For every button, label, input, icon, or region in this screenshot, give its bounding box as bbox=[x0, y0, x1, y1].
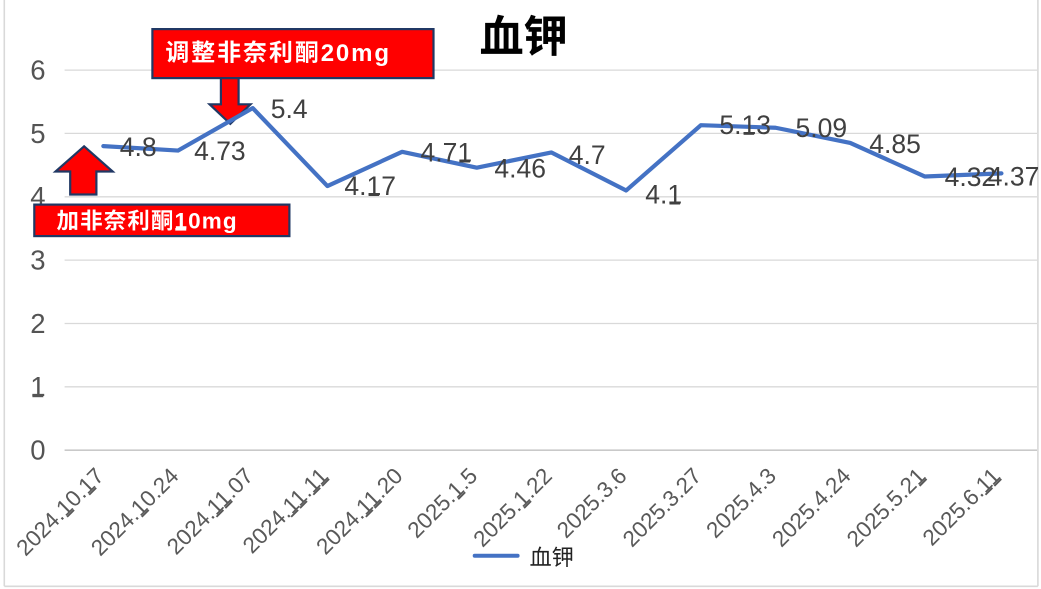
svg-text:4.8: 4.8 bbox=[120, 132, 157, 162]
svg-text:5.13: 5.13 bbox=[719, 110, 771, 140]
svg-text:4.1: 4.1 bbox=[645, 180, 682, 210]
svg-text:4.37: 4.37 bbox=[988, 161, 1040, 191]
svg-text:4.46: 4.46 bbox=[494, 153, 546, 183]
svg-text:1: 1 bbox=[30, 371, 45, 402]
svg-text:4.85: 4.85 bbox=[869, 129, 921, 159]
svg-text:3: 3 bbox=[30, 245, 45, 276]
svg-text:4.71: 4.71 bbox=[421, 138, 473, 168]
svg-text:0: 0 bbox=[30, 435, 45, 466]
svg-text:2: 2 bbox=[30, 308, 45, 339]
svg-text:5.09: 5.09 bbox=[796, 113, 848, 143]
svg-text:4.32: 4.32 bbox=[945, 162, 997, 192]
svg-text:4.7: 4.7 bbox=[569, 140, 606, 170]
svg-text:4.73: 4.73 bbox=[194, 136, 246, 166]
svg-text:20mg: 20mg bbox=[321, 40, 391, 67]
svg-text:5.4: 5.4 bbox=[271, 94, 308, 124]
svg-text:5: 5 bbox=[30, 118, 45, 149]
svg-text:4.17: 4.17 bbox=[344, 171, 396, 201]
svg-text:6: 6 bbox=[30, 55, 45, 86]
